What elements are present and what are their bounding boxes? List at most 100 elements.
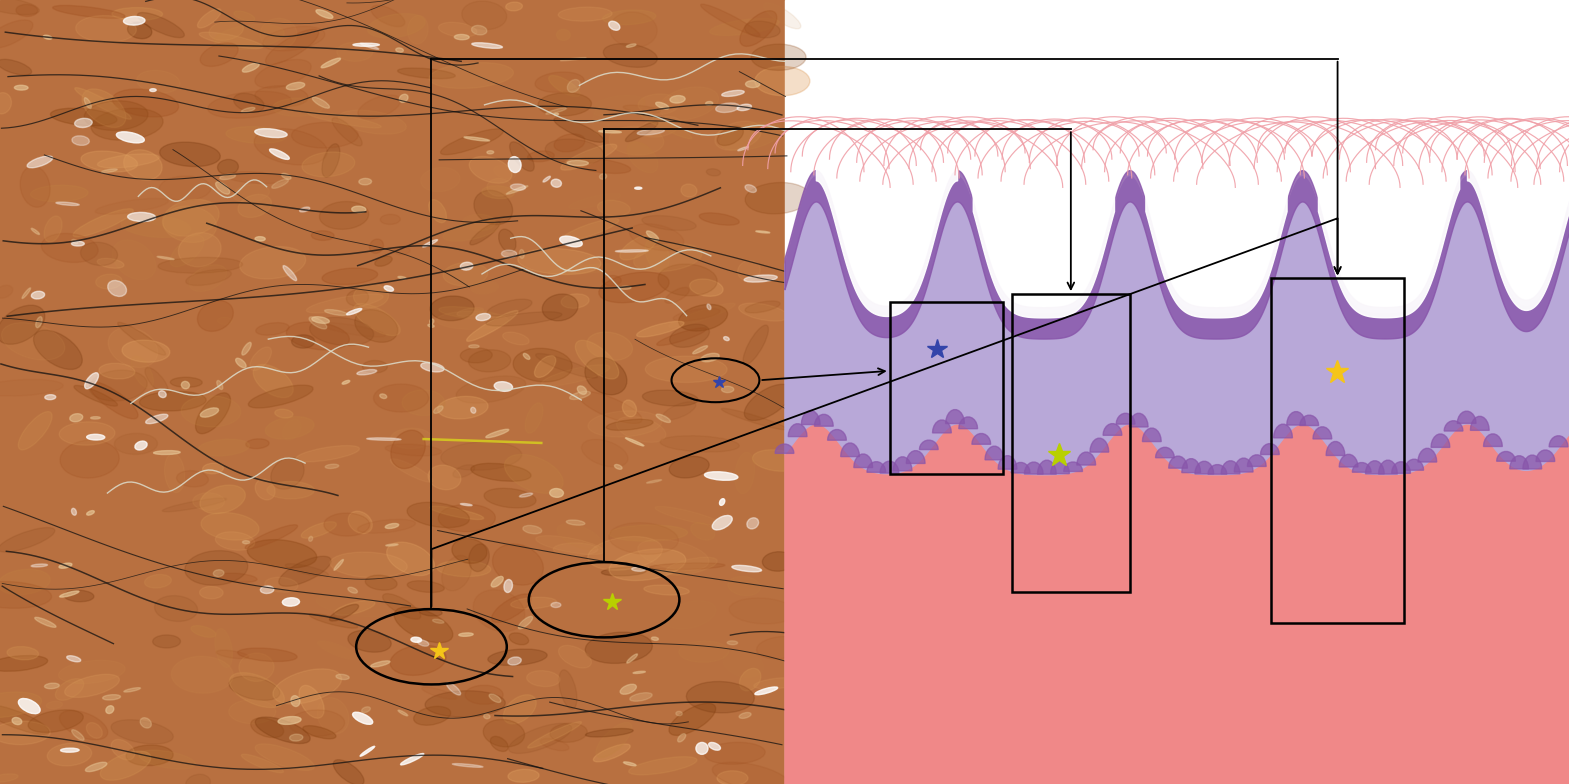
- Polygon shape: [827, 430, 846, 441]
- Ellipse shape: [483, 714, 490, 719]
- Ellipse shape: [551, 723, 587, 742]
- Ellipse shape: [763, 552, 794, 572]
- Ellipse shape: [730, 598, 795, 624]
- Ellipse shape: [300, 207, 309, 212]
- Ellipse shape: [171, 656, 234, 693]
- Ellipse shape: [108, 328, 158, 368]
- Ellipse shape: [747, 517, 759, 529]
- Ellipse shape: [158, 390, 166, 397]
- Ellipse shape: [89, 382, 138, 419]
- Ellipse shape: [458, 633, 474, 637]
- Ellipse shape: [679, 641, 728, 662]
- Polygon shape: [1012, 463, 1031, 473]
- Ellipse shape: [755, 687, 778, 695]
- Ellipse shape: [704, 742, 766, 764]
- Ellipse shape: [292, 122, 358, 148]
- Ellipse shape: [28, 710, 83, 732]
- Ellipse shape: [438, 22, 477, 37]
- Ellipse shape: [347, 289, 369, 306]
- Ellipse shape: [135, 441, 147, 450]
- Ellipse shape: [504, 579, 513, 593]
- Ellipse shape: [438, 504, 496, 532]
- Ellipse shape: [634, 671, 645, 673]
- Ellipse shape: [31, 564, 47, 567]
- Ellipse shape: [317, 698, 348, 734]
- Ellipse shape: [97, 258, 124, 268]
- Ellipse shape: [391, 428, 433, 448]
- Polygon shape: [985, 446, 1004, 459]
- Ellipse shape: [399, 710, 408, 716]
- Ellipse shape: [243, 541, 249, 544]
- Ellipse shape: [411, 637, 422, 642]
- Ellipse shape: [149, 89, 157, 92]
- Ellipse shape: [102, 169, 118, 172]
- Polygon shape: [1076, 452, 1095, 465]
- Ellipse shape: [46, 394, 56, 400]
- Polygon shape: [1443, 421, 1462, 431]
- Ellipse shape: [442, 263, 488, 286]
- Ellipse shape: [419, 608, 442, 616]
- Ellipse shape: [598, 200, 631, 216]
- Ellipse shape: [140, 717, 151, 728]
- Ellipse shape: [342, 380, 350, 384]
- Ellipse shape: [391, 430, 425, 469]
- Ellipse shape: [543, 176, 551, 182]
- Ellipse shape: [596, 722, 632, 757]
- Ellipse shape: [0, 582, 52, 608]
- Ellipse shape: [549, 263, 631, 274]
- Ellipse shape: [72, 730, 85, 740]
- Polygon shape: [1418, 448, 1437, 462]
- Ellipse shape: [44, 683, 60, 688]
- Ellipse shape: [499, 229, 516, 252]
- Ellipse shape: [635, 187, 642, 189]
- Ellipse shape: [245, 524, 298, 549]
- Ellipse shape: [744, 275, 777, 282]
- Ellipse shape: [753, 450, 802, 471]
- Ellipse shape: [570, 391, 590, 400]
- Ellipse shape: [158, 257, 243, 273]
- Ellipse shape: [89, 370, 147, 401]
- Ellipse shape: [629, 223, 684, 251]
- Ellipse shape: [320, 201, 369, 229]
- Ellipse shape: [568, 79, 581, 93]
- Ellipse shape: [560, 144, 617, 170]
- Ellipse shape: [510, 597, 557, 609]
- Polygon shape: [814, 415, 833, 426]
- Ellipse shape: [662, 402, 695, 420]
- Ellipse shape: [315, 595, 391, 617]
- Ellipse shape: [116, 132, 144, 143]
- Ellipse shape: [620, 286, 631, 289]
- Ellipse shape: [362, 361, 388, 373]
- Ellipse shape: [282, 419, 301, 440]
- Ellipse shape: [256, 717, 311, 743]
- Polygon shape: [1064, 462, 1083, 471]
- Ellipse shape: [85, 762, 107, 771]
- Ellipse shape: [334, 601, 375, 615]
- Ellipse shape: [182, 381, 190, 389]
- Ellipse shape: [673, 308, 720, 321]
- Ellipse shape: [254, 85, 308, 107]
- Ellipse shape: [720, 122, 781, 151]
- Ellipse shape: [745, 301, 780, 313]
- Ellipse shape: [442, 555, 471, 591]
- Polygon shape: [932, 420, 951, 433]
- Ellipse shape: [490, 694, 501, 702]
- Ellipse shape: [138, 750, 196, 769]
- Ellipse shape: [372, 5, 405, 27]
- Ellipse shape: [369, 239, 383, 253]
- Ellipse shape: [353, 284, 389, 307]
- Ellipse shape: [185, 270, 231, 285]
- Ellipse shape: [469, 345, 479, 348]
- Ellipse shape: [383, 593, 420, 619]
- Ellipse shape: [471, 407, 475, 413]
- Ellipse shape: [557, 524, 602, 550]
- Ellipse shape: [373, 384, 428, 412]
- Ellipse shape: [606, 419, 653, 430]
- Ellipse shape: [488, 649, 548, 666]
- Ellipse shape: [80, 242, 118, 266]
- Ellipse shape: [486, 430, 508, 437]
- Ellipse shape: [491, 576, 504, 587]
- Ellipse shape: [215, 182, 229, 194]
- Polygon shape: [1130, 413, 1149, 427]
- Ellipse shape: [348, 511, 372, 534]
